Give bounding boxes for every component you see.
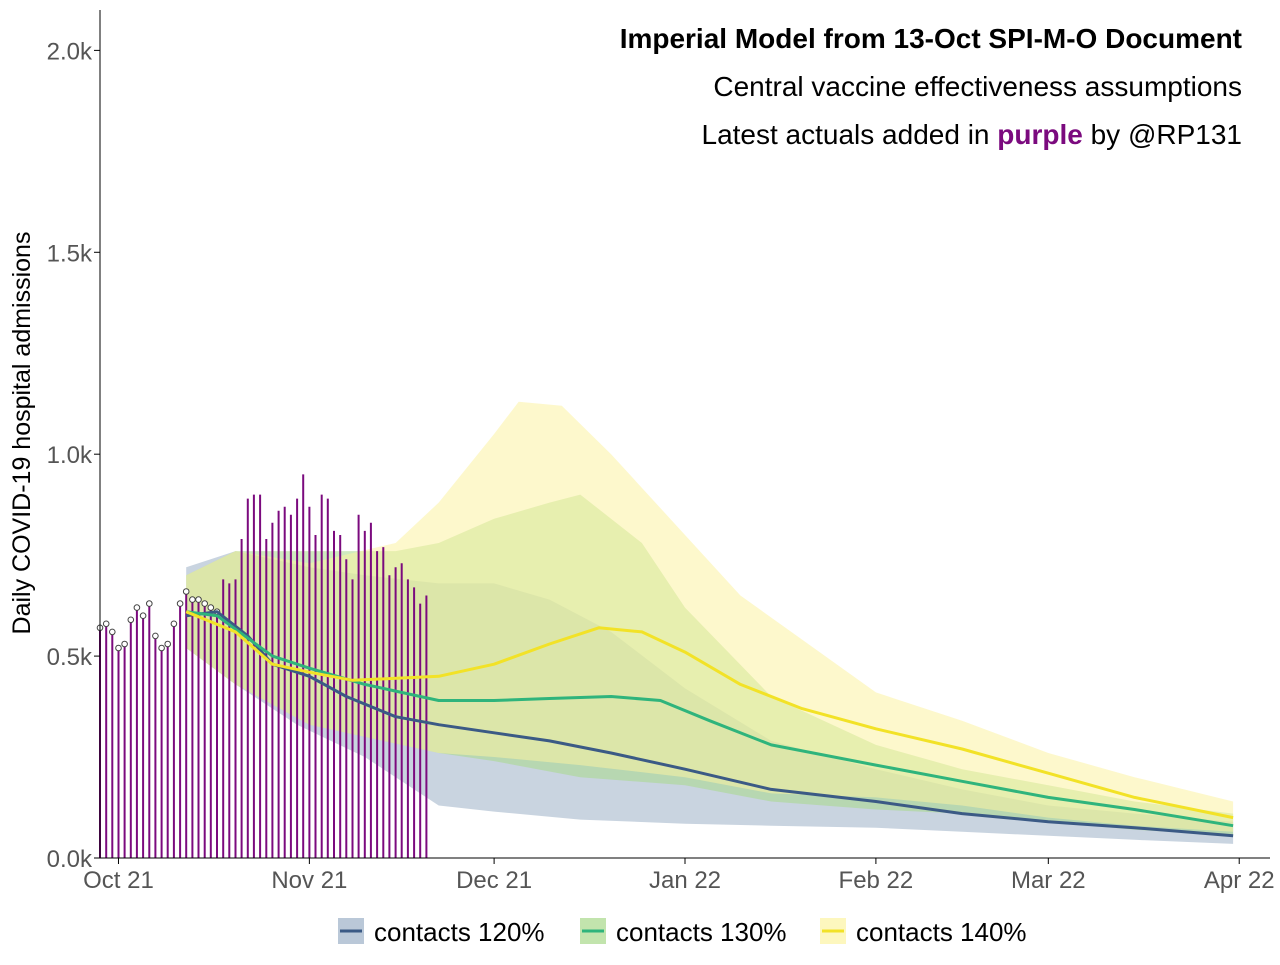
line-series-2 — [186, 610, 1234, 828]
x-ticks: Oct 21 Nov 21 Dec 21 Jan 22 Feb 22 Mar 22 Apr … — [83, 858, 1275, 894]
actual-point-14 — [176, 600, 184, 607]
x-tick-label: Apr 22 — [1204, 867, 1275, 894]
actual-point-5 — [121, 640, 128, 648]
actual-point-3 — [109, 628, 116, 636]
actual-point-15 — [182, 588, 190, 595]
y-tick-label: 0.0k — [47, 846, 93, 873]
y-tick-label: 1.5k — [47, 240, 93, 267]
chart-subtitle: Central vaccine effectiveness assumption… — [713, 71, 1242, 102]
confidence-bands — [186, 401, 1234, 844]
credit-highlight: purple — [997, 119, 1083, 150]
y-axis-label: Daily COVID-19 hospital admissions — [8, 232, 36, 635]
chart-subtitle-credit: Latest actuals added in purple by @RP131 — [702, 119, 1243, 150]
actual-point-16 — [189, 596, 196, 603]
x-tick-label: Nov 21 — [271, 867, 347, 894]
x-tick-label: Feb 22 — [839, 867, 914, 894]
y-tick-label: 0.5k — [47, 644, 93, 671]
actual-point-4 — [115, 644, 122, 652]
credit-after: by @RP131 — [1083, 119, 1242, 150]
actual-point-17 — [195, 596, 202, 603]
x-tick-label: Dec 21 — [456, 867, 532, 894]
x-tick-label: Mar 22 — [1011, 867, 1086, 894]
actual-point-11 — [158, 644, 165, 652]
y-ticks: 0.0k 0.5k 1.0k 1.5k 2.0k — [47, 38, 100, 873]
credit-before: Latest actuals added in — [702, 119, 998, 150]
actual-point-6 — [127, 616, 135, 624]
legend: contacts 120% contacts 130% contacts 140% — [338, 917, 1027, 947]
actual-point-7 — [133, 604, 141, 611]
actual-point-19 — [207, 604, 215, 611]
x-tick-label: Oct 21 — [83, 867, 154, 894]
x-tick-label: Jan 22 — [649, 867, 721, 894]
y-tick-label: 1.0k — [47, 442, 93, 469]
line-series-3 — [185, 610, 1234, 820]
actual-point-12 — [164, 640, 171, 648]
chart-title: Imperial Model from 13-Oct SPI-M-O Docum… — [620, 23, 1242, 54]
actual-point-9 — [146, 600, 153, 607]
actual-point-2 — [102, 620, 110, 628]
actual-point-8 — [139, 612, 147, 620]
legend-label-2: contacts 130% — [616, 917, 787, 947]
band-series-3 — [186, 401, 1234, 832]
legend-label-3: contacts 140% — [856, 917, 1027, 947]
actual-point-18 — [201, 600, 208, 607]
central-lines — [185, 610, 1234, 838]
actual-point-13 — [170, 620, 178, 628]
y-tick-label: 2.0k — [47, 38, 93, 65]
legend-label-1: contacts 120% — [374, 917, 545, 947]
actual-point-10 — [152, 632, 159, 640]
